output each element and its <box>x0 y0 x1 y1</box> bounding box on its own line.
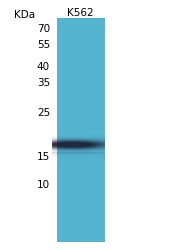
Text: K562: K562 <box>67 8 93 18</box>
Text: 40: 40 <box>37 62 50 72</box>
Bar <box>57 18 105 242</box>
Text: 70: 70 <box>37 24 50 34</box>
Text: 10: 10 <box>37 180 50 190</box>
Text: 25: 25 <box>37 108 50 118</box>
Text: KDa: KDa <box>14 10 35 20</box>
Text: 15: 15 <box>37 152 50 162</box>
Text: 35: 35 <box>37 78 50 88</box>
Text: 55: 55 <box>37 40 50 50</box>
